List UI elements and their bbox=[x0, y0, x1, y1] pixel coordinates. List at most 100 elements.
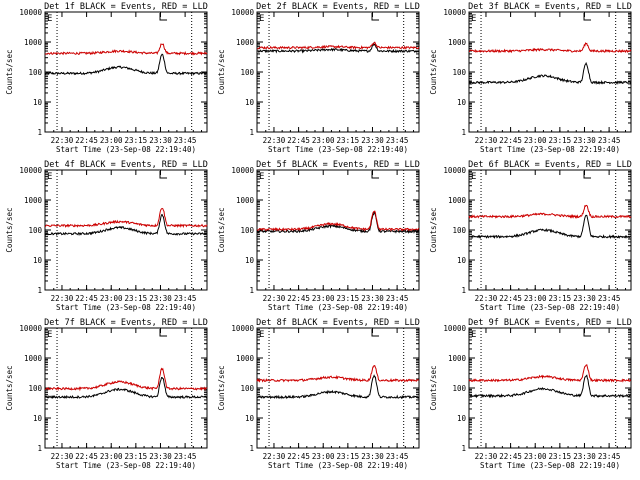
lld-series-line bbox=[257, 41, 420, 50]
x-tick-label: 23:30 bbox=[361, 136, 384, 145]
x-axis-label: Start Time (23-Sep-08 22:19:40) bbox=[56, 145, 196, 154]
y-tick-label: 1 bbox=[37, 444, 42, 453]
y-axis-label: Counts/sec bbox=[429, 207, 438, 252]
start-marker-label: E bbox=[47, 14, 52, 24]
y-tick-label: 1000 bbox=[24, 196, 43, 205]
x-tick-label: 22:45 bbox=[287, 452, 310, 461]
lld-series-line bbox=[256, 365, 420, 383]
x-tick-label: 23:00 bbox=[524, 294, 547, 303]
lld-series-line bbox=[468, 42, 632, 54]
y-tick-label: 10000 bbox=[443, 166, 466, 175]
y-tick-label: 1000 bbox=[236, 38, 255, 47]
start-marker-label: E bbox=[47, 330, 52, 340]
y-axis-label: Counts/sec bbox=[429, 365, 438, 410]
start-marker-label: E bbox=[471, 14, 476, 24]
y-tick-label: 10000 bbox=[231, 166, 254, 175]
x-tick-label: 23:45 bbox=[386, 452, 409, 461]
x-tick-label: 22:30 bbox=[475, 136, 498, 145]
y-tick-label: 10 bbox=[33, 414, 43, 423]
x-tick-label: 23:30 bbox=[361, 294, 384, 303]
plot-frame bbox=[256, 327, 420, 449]
x-axis-label: Start Time (23-Sep-08 22:19:40) bbox=[268, 145, 408, 154]
x-axis-label: Start Time (23-Sep-08 22:19:40) bbox=[268, 303, 408, 312]
y-tick-label: 10 bbox=[457, 98, 467, 107]
x-tick-label: 23:00 bbox=[524, 452, 547, 461]
y-tick-label: 1000 bbox=[448, 38, 467, 47]
x-axis-label: Start Time (23-Sep-08 22:19:40) bbox=[56, 461, 196, 470]
chart-title: Det 9f BLACK = Events, RED = LLD bbox=[468, 318, 632, 328]
y-tick-label: 100 bbox=[28, 226, 42, 235]
events-series-line bbox=[468, 214, 632, 240]
start-marker-label: E bbox=[471, 172, 476, 182]
x-axis-label: Start Time (23-Sep-08 22:19:40) bbox=[56, 303, 196, 312]
x-tick-label: 22:45 bbox=[75, 294, 98, 303]
y-tick-label: 10 bbox=[457, 256, 467, 265]
chart-panel-3: Det 3f BLACK = Events, RED = LLD 1 10 100 10… bbox=[429, 2, 632, 154]
y-axis-label: Counts/sec bbox=[217, 207, 226, 252]
chart-title: Det 1f BLACK = Events, RED = LLD bbox=[44, 2, 208, 12]
y-tick-label: 10000 bbox=[19, 8, 42, 17]
x-tick-label: 23:45 bbox=[598, 452, 621, 461]
y-tick-label: 10 bbox=[33, 98, 43, 107]
plot-frame bbox=[256, 11, 420, 133]
y-tick-label: 1000 bbox=[24, 38, 43, 47]
corner-marker bbox=[159, 329, 168, 337]
events-series-line bbox=[44, 213, 208, 237]
events-series-line bbox=[44, 53, 208, 76]
y-tick-label: 1 bbox=[37, 128, 42, 137]
chart-title: Det 6f BLACK = Events, RED = LLD bbox=[468, 160, 632, 170]
x-tick-label: 23:00 bbox=[312, 294, 335, 303]
chart-panel-1: Det 1f BLACK = Events, RED = LLD 1 10 100 10… bbox=[5, 2, 208, 154]
x-axis-label: Start Time (23-Sep-08 22:19:40) bbox=[480, 461, 620, 470]
x-tick-label: 23:15 bbox=[125, 136, 148, 145]
y-tick-label: 100 bbox=[28, 384, 42, 393]
events-series-line bbox=[468, 374, 632, 399]
events-series-line bbox=[256, 374, 420, 400]
y-tick-label: 1000 bbox=[448, 196, 467, 205]
y-tick-label: 1000 bbox=[236, 354, 255, 363]
corner-marker bbox=[371, 329, 380, 337]
x-tick-label: 22:30 bbox=[263, 452, 286, 461]
lld-series-line bbox=[44, 207, 208, 229]
x-tick-label: 23:45 bbox=[174, 294, 197, 303]
events-series-line bbox=[44, 376, 208, 400]
y-tick-label: 100 bbox=[28, 68, 42, 77]
chart-title: Det 7f BLACK = Events, RED = LLD bbox=[44, 318, 208, 328]
x-tick-label: 22:30 bbox=[51, 136, 74, 145]
x-tick-label: 22:45 bbox=[499, 294, 522, 303]
corner-marker bbox=[583, 171, 592, 179]
y-tick-label: 1 bbox=[37, 286, 42, 295]
x-tick-label: 22:45 bbox=[75, 136, 98, 145]
lld-series-line bbox=[44, 43, 208, 56]
x-tick-label: 23:00 bbox=[312, 136, 335, 145]
lld-series-line bbox=[44, 367, 208, 392]
x-tick-label: 23:30 bbox=[149, 136, 172, 145]
y-tick-label: 100 bbox=[452, 68, 466, 77]
x-tick-label: 23:15 bbox=[337, 136, 360, 145]
y-tick-label: 10000 bbox=[231, 8, 254, 17]
y-tick-label: 10 bbox=[33, 256, 43, 265]
chart-title: Det 4f BLACK = Events, RED = LLD bbox=[44, 160, 208, 170]
y-tick-label: 100 bbox=[240, 384, 254, 393]
x-tick-label: 23:15 bbox=[125, 294, 148, 303]
y-tick-label: 100 bbox=[240, 68, 254, 77]
x-tick-label: 23:30 bbox=[573, 136, 596, 145]
corner-marker bbox=[159, 171, 168, 179]
x-tick-label: 23:00 bbox=[524, 136, 547, 145]
chart-panel-5: Det 5f BLACK = Events, RED = LLD 1 10 100 10… bbox=[217, 160, 420, 312]
y-axis-label: Counts/sec bbox=[217, 365, 226, 410]
lld-series-line bbox=[468, 204, 632, 219]
y-tick-label: 1000 bbox=[236, 196, 255, 205]
start-marker-label: E bbox=[47, 172, 52, 182]
y-axis-label: Counts/sec bbox=[5, 365, 14, 410]
y-tick-label: 10 bbox=[245, 414, 255, 423]
x-axis-label: Start Time (23-Sep-08 22:19:40) bbox=[268, 461, 408, 470]
y-tick-label: 10000 bbox=[231, 324, 254, 333]
y-axis-label: Counts/sec bbox=[5, 207, 14, 252]
x-tick-label: 23:15 bbox=[549, 136, 572, 145]
x-tick-label: 23:45 bbox=[174, 452, 197, 461]
start-marker-label: E bbox=[259, 172, 264, 182]
start-marker-label: E bbox=[259, 330, 264, 340]
x-tick-label: 23:00 bbox=[100, 294, 123, 303]
